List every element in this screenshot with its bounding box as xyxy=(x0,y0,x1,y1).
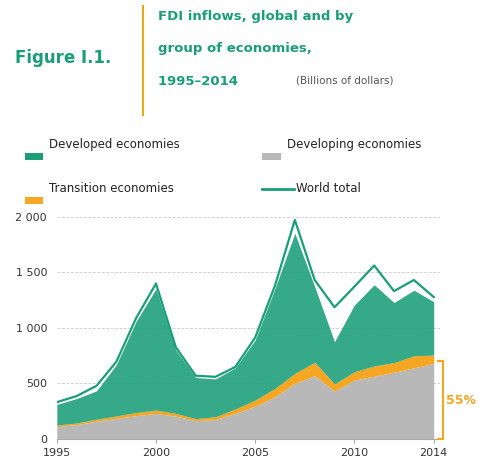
Text: Transition economies: Transition economies xyxy=(49,182,174,195)
Bar xyxy=(25,197,43,204)
Text: Figure I.1.: Figure I.1. xyxy=(15,50,111,67)
Text: group of economies,: group of economies, xyxy=(158,42,312,56)
Bar xyxy=(25,153,43,160)
Text: (Billions of dollars): (Billions of dollars) xyxy=(296,75,394,85)
Text: Developing economies: Developing economies xyxy=(287,138,421,151)
Bar xyxy=(262,153,281,160)
Text: FDI inflows, global and by: FDI inflows, global and by xyxy=(158,10,353,23)
Text: World total: World total xyxy=(296,182,361,195)
Text: Developed economies: Developed economies xyxy=(49,138,180,151)
Text: 55%: 55% xyxy=(446,394,476,407)
Text: 1995–2014: 1995–2014 xyxy=(158,75,243,88)
